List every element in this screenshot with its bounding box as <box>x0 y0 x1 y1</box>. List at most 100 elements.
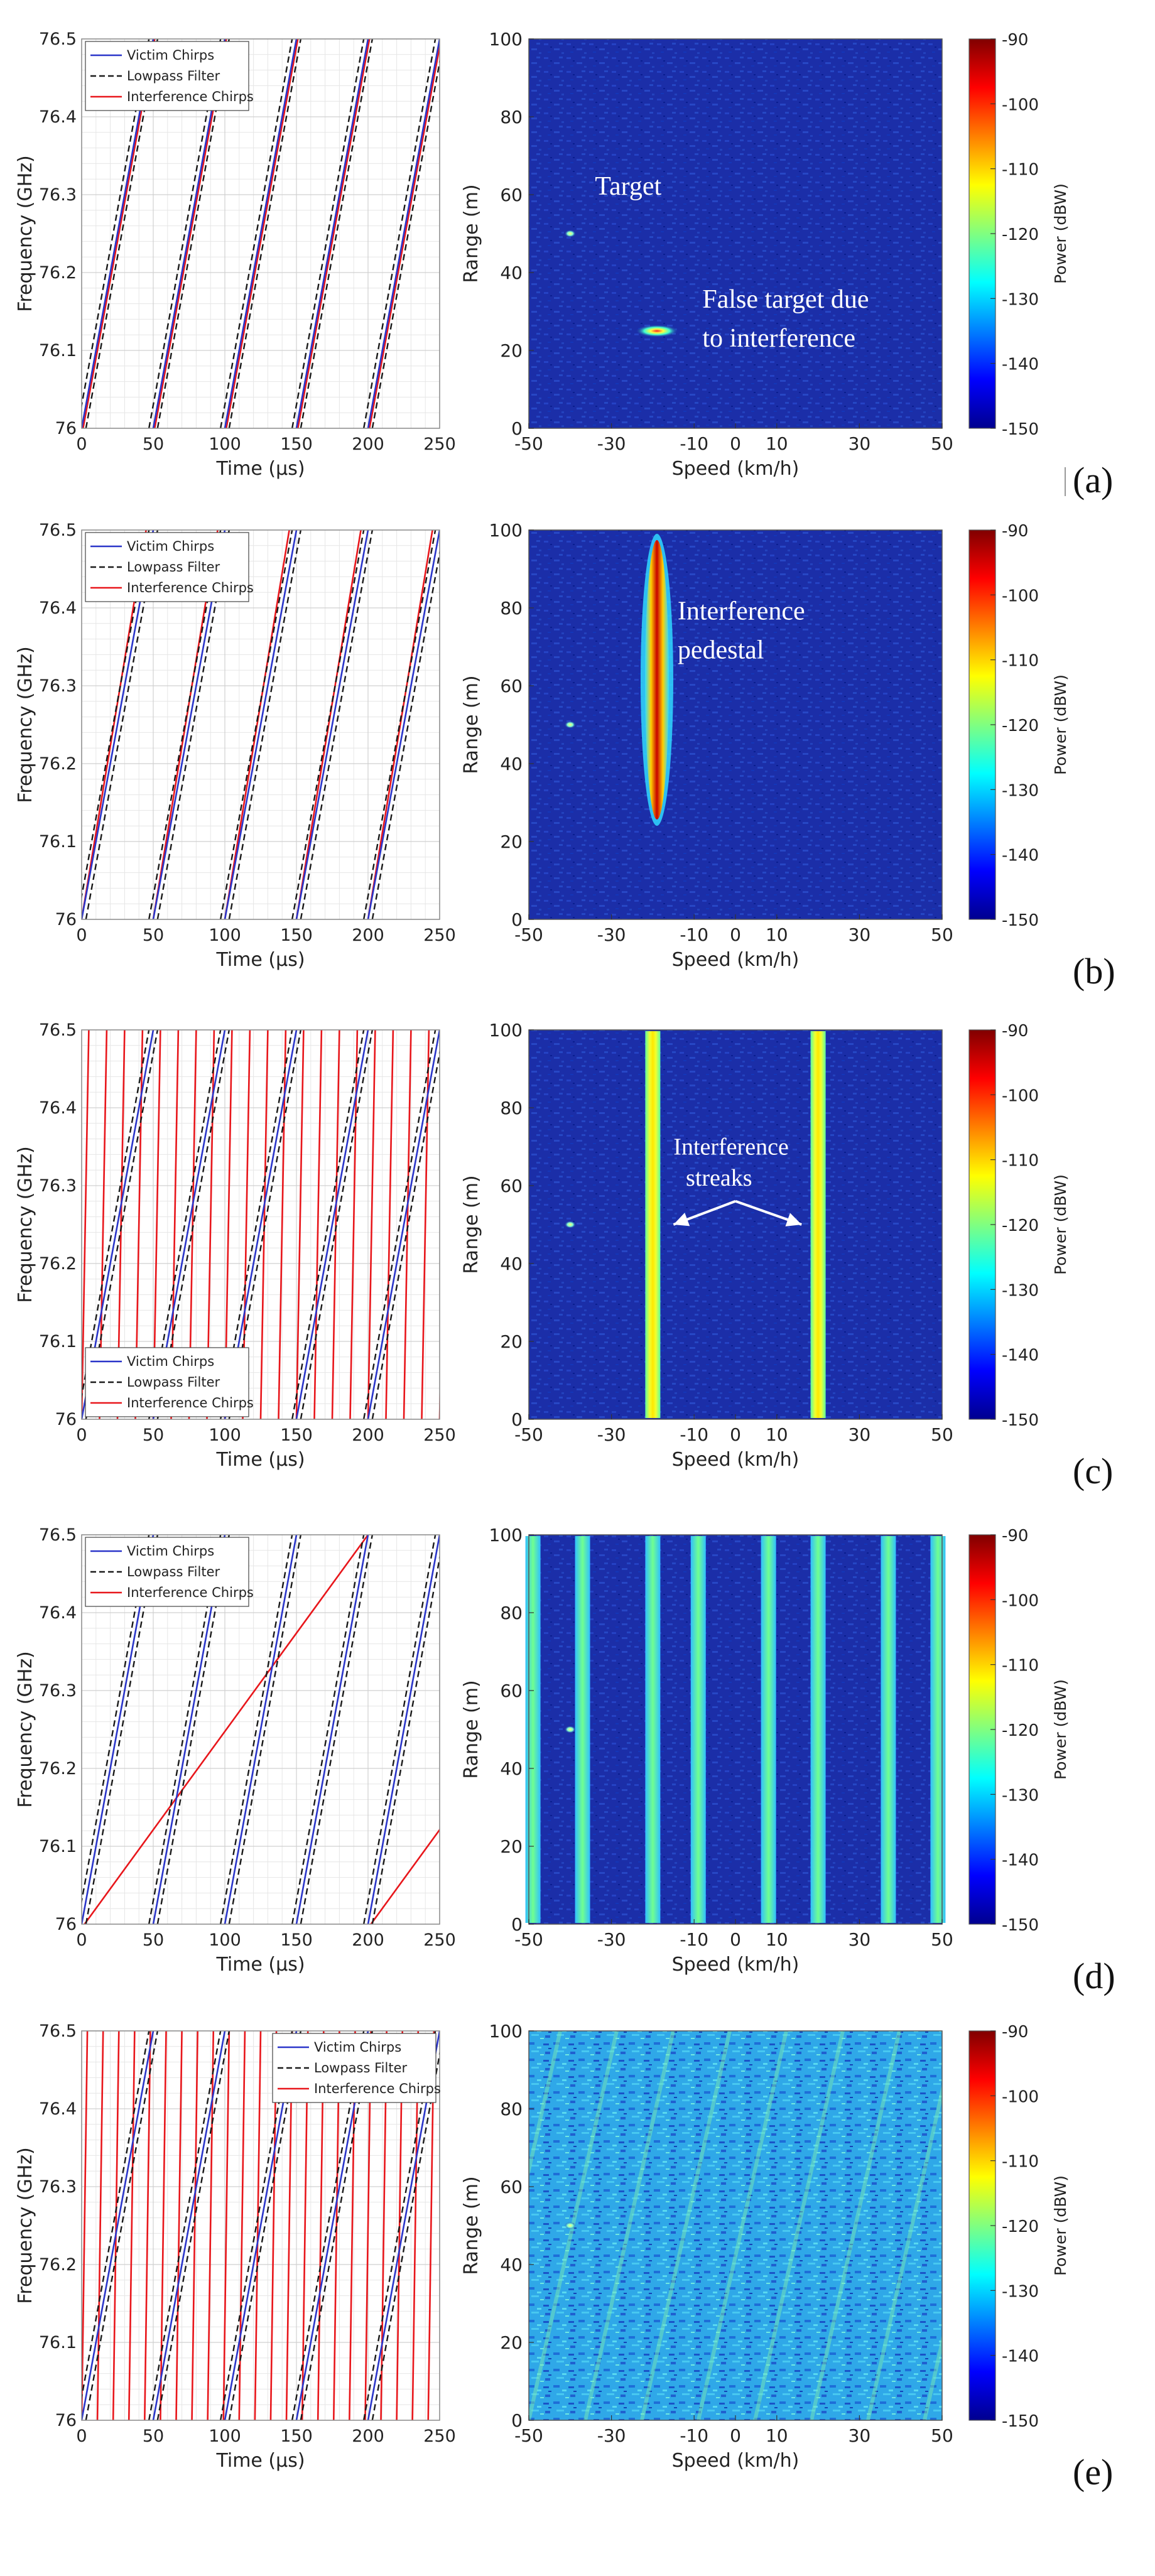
legend-entry: Victim Chirps <box>127 1354 214 1369</box>
y-axis-label: Range (m) <box>460 1175 482 1274</box>
y-tick-label: 76 <box>55 910 77 929</box>
y-tick-label: 76.1 <box>39 341 77 360</box>
lowpass-filter-line <box>291 2031 365 2420</box>
y-tick-label: 80 <box>500 1603 523 1623</box>
panel-label: (e) <box>1073 2452 1113 2492</box>
victim-chirp <box>295 1030 369 1419</box>
colorbar-tick-label: -100 <box>1002 1591 1039 1610</box>
y-tick-label: 76.2 <box>39 754 77 774</box>
colorbar-tick-label: -90 <box>1002 31 1028 50</box>
interference-chirp <box>82 1030 90 1419</box>
x-tick-label: -10 <box>680 924 708 945</box>
x-tick-label: 10 <box>766 1424 788 1445</box>
x-tick-label: 50 <box>931 1929 953 1950</box>
legend-entry: Interference Chirps <box>127 89 254 104</box>
annotation-streaks: streaks <box>686 1165 752 1191</box>
y-tick-label: 76 <box>55 1410 77 1429</box>
victim-chirp <box>152 2031 226 2420</box>
legend-box <box>272 2033 437 2103</box>
y-tick-label: 76.5 <box>39 1020 77 1040</box>
x-tick-label: 100 <box>209 926 241 945</box>
interference-chirp <box>254 2031 262 2420</box>
panel-label: (d) <box>1073 1956 1115 1996</box>
y-tick-label: 76.5 <box>39 521 77 540</box>
colorbar-tick-label: -100 <box>1002 2087 1039 2106</box>
lowpass-filter-line <box>228 1535 302 1924</box>
x-tick-label: -30 <box>597 433 626 454</box>
colorbar-tick-label: -110 <box>1002 652 1039 671</box>
colorbar-tick-label: -90 <box>1002 1527 1028 1545</box>
x-tick-label: 30 <box>849 1424 871 1445</box>
y-tick-label: 60 <box>500 185 523 205</box>
x-tick-label: -10 <box>680 2425 708 2446</box>
smear-band <box>866 2083 942 2420</box>
interference-smear <box>529 2031 1155 2420</box>
target-marker <box>564 721 576 728</box>
lowpass-filter-line <box>82 1535 150 1905</box>
y-tick-label: 76.1 <box>39 832 77 852</box>
interference-streak <box>575 1536 590 1923</box>
colorbar-tick-label: -130 <box>1002 1786 1039 1805</box>
colorbar-tick-label: -90 <box>1002 2023 1028 2042</box>
lowpass-filter-line <box>291 1030 365 1419</box>
false-target-marker <box>635 325 678 337</box>
chirp-legend: Victim Chirps Lowpass Filter Interference … <box>272 2033 441 2103</box>
colorbar-tick-label: -120 <box>1002 1721 1039 1740</box>
x-tick-label: 50 <box>931 433 953 454</box>
x-tick-label: 10 <box>766 2425 788 2446</box>
heatmap-background <box>529 1030 942 1419</box>
lowpass-filter-line <box>291 530 365 919</box>
legend-entry: Interference Chirps <box>127 1585 254 1600</box>
y-tick-label: 100 <box>489 1020 523 1041</box>
lowpass-filter-line <box>362 1030 437 1419</box>
x-tick-label: 250 <box>423 926 456 945</box>
x-axis-label: Time (μs) <box>215 1954 305 1976</box>
y-tick-label: 76 <box>55 2411 77 2430</box>
y-tick-label: 76.3 <box>39 676 77 696</box>
victim-chirp <box>295 1535 369 1924</box>
lowpass-filter-line <box>82 2031 150 2401</box>
colorbar-tick-label: -90 <box>1002 1022 1028 1041</box>
x-axis-label: Time (μs) <box>215 458 305 480</box>
x-tick-label: 250 <box>423 2427 456 2446</box>
x-tick-label: -10 <box>680 1424 708 1445</box>
lowpass-filter-line <box>371 549 440 919</box>
smear-band <box>1094 2031 1155 2420</box>
panel-a: 0 50 100 150 200 2507676.176.276.376.476.5Vic… <box>14 29 1113 501</box>
y-axis-label: Range (m) <box>460 675 482 774</box>
x-tick-label: 150 <box>280 435 313 454</box>
x-tick-label: 250 <box>423 1426 456 1445</box>
y-tick-label: 20 <box>500 2332 523 2353</box>
target-marker <box>564 2222 576 2229</box>
chirp-frame <box>81 38 440 429</box>
lowpass-filter-line <box>85 39 159 428</box>
lowpass-filter-line <box>219 2031 293 2420</box>
y-tick-label: 76.2 <box>39 263 77 283</box>
legend-entry: Interference Chirps <box>314 2081 441 2096</box>
y-axis-label: Frequency (GHz) <box>14 1146 36 1302</box>
colorbar-tick-label: -130 <box>1002 1281 1039 1300</box>
legend-entry: Lowpass Filter <box>127 68 220 84</box>
victim-chirp <box>367 530 440 919</box>
lowpass-filter-line <box>82 530 150 901</box>
y-tick-label: 40 <box>500 262 523 283</box>
x-tick-label: 0 <box>730 2425 741 2446</box>
y-axis-label: Frequency (GHz) <box>14 1651 36 1807</box>
panel-d: 0 50 100 150 200 2507676.176.276.376.476.5Vic… <box>14 1525 1115 1996</box>
y-tick-label: 0 <box>511 1409 523 1430</box>
interference-chirp <box>313 1030 323 1419</box>
interference-chirp <box>369 42 440 428</box>
y-tick-label: 76 <box>55 1915 77 1934</box>
colorbar-tick-label: -110 <box>1002 1657 1039 1675</box>
chirp-legend: Victim Chirps Lowpass Filter Interference … <box>85 1537 254 1607</box>
x-tick-label: 30 <box>849 924 871 945</box>
lowpass-filter-line <box>362 2031 437 2420</box>
panel-label: (a) <box>1073 460 1113 501</box>
y-tick-label: 20 <box>500 1836 523 1857</box>
lowpass-filter-line <box>156 530 230 919</box>
y-tick-label: 76.4 <box>39 598 77 618</box>
colorbar-label: Power (dBW) <box>1051 2175 1070 2276</box>
arrow-head <box>785 1213 802 1226</box>
x-axis-label: Speed (km/h) <box>672 2450 800 2472</box>
x-axis-label: Speed (km/h) <box>672 1449 800 1471</box>
